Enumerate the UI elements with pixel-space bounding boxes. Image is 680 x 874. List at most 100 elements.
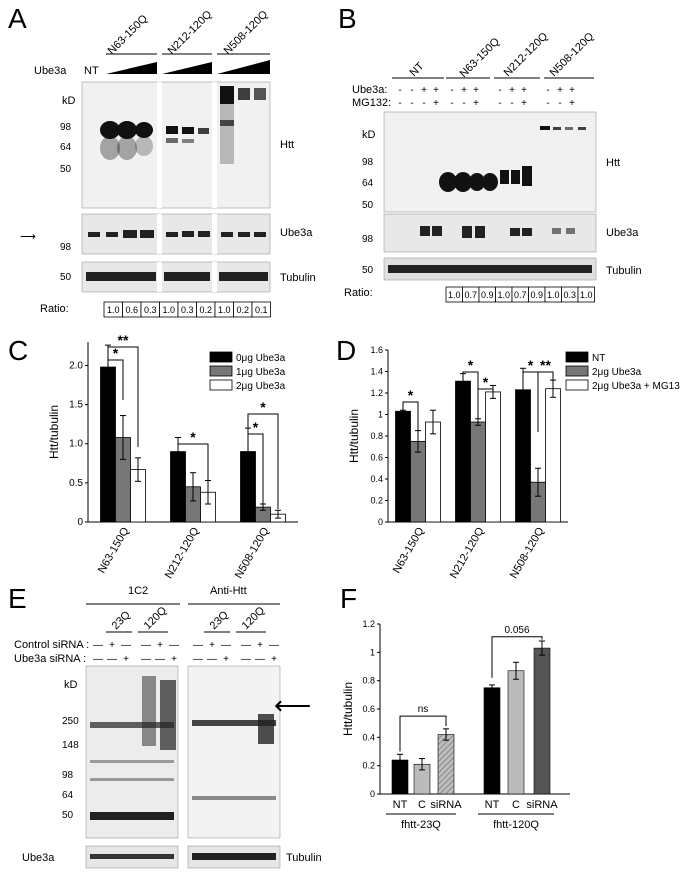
1c2-bands: [90, 676, 176, 820]
panel-b-marker: 98: [362, 157, 374, 168]
panel-e-kd-label: kD: [64, 679, 78, 691]
control-sirna-sign: —: [169, 640, 179, 651]
legend-swatch: [209, 351, 233, 363]
panel-e-marker: 50: [62, 810, 74, 821]
ratio-cell: [577, 286, 595, 303]
panel-e-sub-group: 120Q: [142, 604, 170, 632]
ratio-value: 0.7: [514, 290, 527, 300]
significance-bracket: [247, 413, 279, 509]
legend-swatch: [565, 379, 589, 391]
control-sirna-sign: —: [141, 640, 151, 651]
bar: [507, 670, 525, 795]
mg132-sign: +: [433, 98, 439, 109]
ube3a-sirna-sign: —: [241, 654, 251, 665]
panel-b-kd-label: kD: [362, 129, 376, 141]
panel-a-htt-label: Htt: [280, 139, 294, 151]
y-tick-label: 2.0: [69, 360, 83, 371]
mg132-sign: -: [462, 98, 465, 109]
y-tick-label: 1.6: [370, 345, 383, 355]
bar: [425, 421, 441, 523]
ube3a-sign: +: [569, 85, 575, 96]
significance-marker: *: [483, 374, 489, 390]
panel-b-ube3a-blot-label: Ube3a: [606, 227, 639, 239]
ratio-value: 0.9: [481, 290, 494, 300]
tubulin-bands-b: [388, 265, 592, 273]
ratio-value: 0.2: [236, 305, 249, 315]
panel-a-letter: A: [8, 3, 27, 34]
ube3a-sign: +: [473, 85, 479, 96]
ratio-value: 0.7: [464, 290, 477, 300]
panel-e-tubulin-label: Tubulin: [286, 852, 322, 864]
ube3a-bands-a: [88, 230, 266, 238]
panel-b-letter: B: [338, 3, 357, 34]
panel-a: A N63-150Q N212-120Q N508-120Q Ube3a NT: [8, 3, 316, 318]
ube3a-bands-b: [420, 226, 575, 238]
ube3a-sign: -: [498, 85, 501, 96]
panel-a-tub-marker: 50: [60, 272, 72, 283]
panel-c: C 0 0.5 1.0 1.5 2.0 Htt/tubulin N63-150Q N212-1…: [8, 332, 298, 581]
panel-a-kd-label: kD: [62, 95, 76, 107]
y-axis-label: Htt/tubulin: [341, 682, 355, 736]
y-tick-label: 0.4: [362, 732, 375, 742]
panel-e-sub-group: 120Q: [240, 604, 268, 632]
y-tick-label: 0.8: [370, 431, 383, 441]
legend-label: 2μg Ube3a: [236, 381, 286, 392]
ratio-row-b: 1.0 0.7 0.9 1.0 0.7 0.9 1.0 0.3 1.0: [445, 286, 595, 303]
bar: [533, 647, 551, 795]
anti-htt-blot: [187, 665, 281, 839]
ube3a-sirna-sign: —: [207, 654, 217, 665]
x-tick-label: N212-120Q: [163, 525, 202, 581]
significance-bracket: [491, 636, 543, 678]
chart-d: 0 0.2 0.4 0.6 0.8 1 1.2 1.4 1.6 Htt/tubulin N63-15…: [347, 345, 680, 581]
ube3a-sign: +: [433, 85, 439, 96]
mg132-sign: +: [521, 98, 527, 109]
significance-marker: 0.056: [504, 625, 529, 636]
dose-wedge: [217, 60, 270, 74]
bar: [395, 410, 411, 523]
ratio-value: 1.0: [547, 290, 560, 300]
panel-e-marker: 98: [62, 770, 74, 781]
panel-b-ratio-label: Ratio:: [344, 287, 373, 299]
significance-marker: *: [253, 419, 259, 435]
control-sirna-sign: —: [241, 640, 251, 651]
mg132-sign: +: [569, 98, 575, 109]
ube3a-sign: +: [461, 85, 467, 96]
x-tick-label: C: [418, 799, 426, 811]
panel-e-sub-group: 23Q: [110, 609, 134, 633]
panel-e-sign-rows: — + — — + — — + — — + — — — + — — + — — + — — +: [93, 640, 279, 665]
control-sirna-sign: +: [209, 640, 215, 651]
x-tick-label: N212-120Q: [448, 525, 487, 581]
panel-e-ube3a-row-label: Ube3a siRNA :: [14, 653, 86, 665]
significance-bracket: [402, 401, 419, 432]
mg132-sign: -: [498, 98, 501, 109]
ratio-value: 0.3: [144, 305, 157, 315]
panel-e-blot-title: 1C2: [128, 585, 148, 597]
ube3a-sign: -: [410, 85, 413, 96]
y-tick-label: 0: [370, 789, 375, 799]
panel-b-tub-marker: 50: [362, 265, 374, 276]
ratio-value: 1.0: [448, 290, 461, 300]
panel-b-group-label: N63-150Q: [458, 35, 503, 80]
y-tick-label: 0.8: [362, 676, 375, 686]
x-tick-label: NT: [485, 799, 500, 811]
panel-e: E 1C2 Anti-Htt 23Q 120Q 23Q 120Q Control…: [8, 583, 322, 869]
y-tick-label: 0.6: [362, 704, 375, 714]
panel-b-sign-rows: - - + + - + + - + + - + +- - - + - - + - - + - - +: [398, 85, 575, 109]
mg132-sign: +: [473, 98, 479, 109]
ube3a-sirna-sign: —: [193, 654, 203, 665]
ube3a-sirna-sign: +: [171, 654, 177, 665]
control-sirna-sign: —: [93, 640, 103, 651]
mg132-sign: -: [410, 98, 413, 109]
bar: [485, 391, 501, 523]
bar: [470, 421, 486, 523]
panel-d: D 0 0.2 0.4 0.6 0.8 1 1.2 1.4 1.6 Htt/tubulin N63-…: [336, 335, 680, 581]
significance-bracket: [177, 443, 209, 494]
legend-swatch: [209, 365, 233, 377]
ube3a-sirna-sign: —: [255, 654, 265, 665]
ube3a-sign: -: [398, 85, 401, 96]
anti-htt-bands: [192, 714, 276, 800]
panel-a-marker: 98: [60, 122, 72, 133]
ratio-value: 0.9: [530, 290, 543, 300]
